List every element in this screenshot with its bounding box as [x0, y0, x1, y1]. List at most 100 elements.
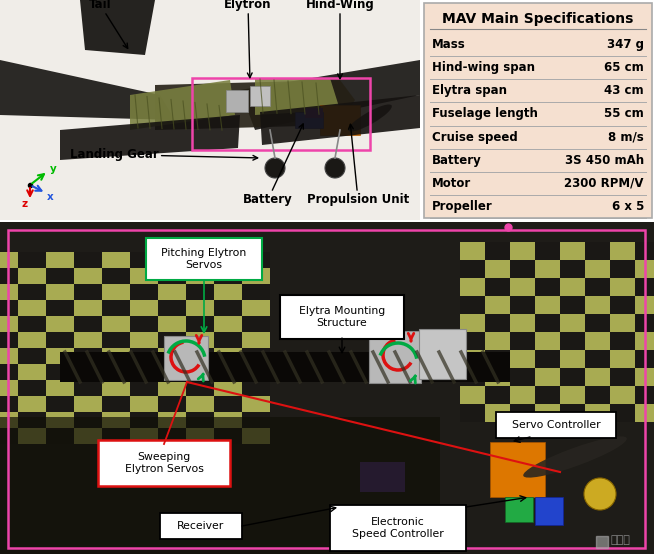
FancyBboxPatch shape [0, 252, 18, 268]
FancyBboxPatch shape [130, 300, 158, 316]
FancyBboxPatch shape [186, 332, 214, 348]
FancyBboxPatch shape [74, 316, 102, 332]
FancyBboxPatch shape [186, 252, 214, 268]
FancyBboxPatch shape [610, 368, 635, 386]
FancyBboxPatch shape [46, 396, 74, 412]
FancyBboxPatch shape [18, 316, 46, 332]
FancyBboxPatch shape [74, 428, 102, 444]
FancyBboxPatch shape [535, 332, 560, 350]
FancyBboxPatch shape [460, 386, 485, 404]
FancyBboxPatch shape [560, 332, 585, 350]
FancyBboxPatch shape [560, 368, 585, 386]
FancyBboxPatch shape [610, 296, 635, 314]
FancyBboxPatch shape [535, 260, 560, 278]
FancyBboxPatch shape [510, 260, 535, 278]
Text: 347 g: 347 g [607, 38, 644, 51]
FancyBboxPatch shape [560, 242, 585, 260]
FancyBboxPatch shape [158, 412, 186, 428]
FancyBboxPatch shape [0, 0, 420, 220]
FancyBboxPatch shape [485, 278, 510, 296]
FancyBboxPatch shape [0, 396, 18, 412]
Text: MAV Main Specifications: MAV Main Specifications [442, 12, 634, 26]
FancyBboxPatch shape [130, 268, 158, 284]
FancyBboxPatch shape [460, 404, 485, 422]
FancyBboxPatch shape [130, 316, 158, 332]
FancyBboxPatch shape [0, 300, 18, 316]
FancyBboxPatch shape [485, 260, 510, 278]
FancyBboxPatch shape [250, 86, 270, 106]
Text: Cruise speed: Cruise speed [432, 131, 518, 143]
FancyBboxPatch shape [130, 364, 158, 380]
FancyBboxPatch shape [186, 316, 214, 332]
FancyBboxPatch shape [510, 296, 535, 314]
Text: Pitching Elytron
Servos: Pitching Elytron Servos [162, 248, 247, 270]
FancyBboxPatch shape [560, 278, 585, 296]
FancyBboxPatch shape [214, 348, 242, 364]
FancyBboxPatch shape [635, 296, 654, 314]
FancyBboxPatch shape [130, 252, 158, 268]
Text: Landing Gear: Landing Gear [70, 148, 258, 161]
FancyBboxPatch shape [485, 314, 510, 332]
Text: 量子位: 量子位 [610, 535, 630, 545]
FancyBboxPatch shape [46, 300, 74, 316]
FancyBboxPatch shape [46, 252, 74, 268]
FancyBboxPatch shape [510, 404, 535, 422]
FancyBboxPatch shape [585, 314, 610, 332]
FancyBboxPatch shape [585, 242, 610, 260]
FancyBboxPatch shape [360, 462, 405, 492]
FancyBboxPatch shape [0, 222, 654, 554]
FancyBboxPatch shape [158, 316, 186, 332]
Text: Elytron: Elytron [224, 0, 272, 78]
FancyBboxPatch shape [320, 105, 360, 135]
FancyBboxPatch shape [18, 364, 46, 380]
FancyBboxPatch shape [46, 348, 74, 364]
FancyBboxPatch shape [102, 300, 130, 316]
Polygon shape [130, 80, 235, 130]
Text: 55 cm: 55 cm [604, 107, 644, 120]
Text: 8 m/s: 8 m/s [608, 131, 644, 143]
Text: Battery: Battery [432, 153, 482, 167]
FancyBboxPatch shape [242, 252, 270, 268]
FancyBboxPatch shape [74, 412, 102, 428]
FancyBboxPatch shape [146, 238, 262, 280]
FancyBboxPatch shape [18, 412, 46, 428]
FancyBboxPatch shape [419, 329, 466, 379]
FancyBboxPatch shape [46, 284, 74, 300]
FancyBboxPatch shape [18, 268, 46, 284]
FancyBboxPatch shape [0, 268, 18, 284]
FancyBboxPatch shape [510, 278, 535, 296]
FancyBboxPatch shape [158, 284, 186, 300]
FancyBboxPatch shape [74, 268, 102, 284]
FancyBboxPatch shape [560, 386, 585, 404]
FancyBboxPatch shape [460, 350, 485, 368]
FancyBboxPatch shape [74, 364, 102, 380]
FancyBboxPatch shape [214, 380, 242, 396]
Text: Propulsion Unit: Propulsion Unit [307, 124, 409, 206]
FancyBboxPatch shape [635, 404, 654, 422]
FancyBboxPatch shape [130, 348, 158, 364]
FancyBboxPatch shape [369, 331, 421, 383]
FancyBboxPatch shape [18, 428, 46, 444]
FancyBboxPatch shape [130, 332, 158, 348]
FancyBboxPatch shape [18, 284, 46, 300]
FancyBboxPatch shape [635, 278, 654, 296]
FancyBboxPatch shape [130, 412, 158, 428]
FancyBboxPatch shape [610, 404, 635, 422]
FancyBboxPatch shape [460, 278, 485, 296]
FancyBboxPatch shape [560, 404, 585, 422]
FancyBboxPatch shape [102, 332, 130, 348]
FancyBboxPatch shape [214, 332, 242, 348]
FancyBboxPatch shape [535, 497, 563, 525]
FancyBboxPatch shape [164, 336, 208, 380]
FancyBboxPatch shape [102, 252, 130, 268]
FancyBboxPatch shape [46, 316, 74, 332]
Text: 43 cm: 43 cm [604, 84, 644, 98]
FancyBboxPatch shape [460, 260, 485, 278]
FancyBboxPatch shape [330, 505, 466, 551]
Text: Elytra Mounting
Structure: Elytra Mounting Structure [299, 306, 385, 328]
FancyBboxPatch shape [186, 348, 214, 364]
Text: Electronic
Speed Controller: Electronic Speed Controller [352, 517, 444, 539]
Polygon shape [240, 60, 420, 130]
FancyBboxPatch shape [18, 332, 46, 348]
FancyBboxPatch shape [0, 332, 18, 348]
